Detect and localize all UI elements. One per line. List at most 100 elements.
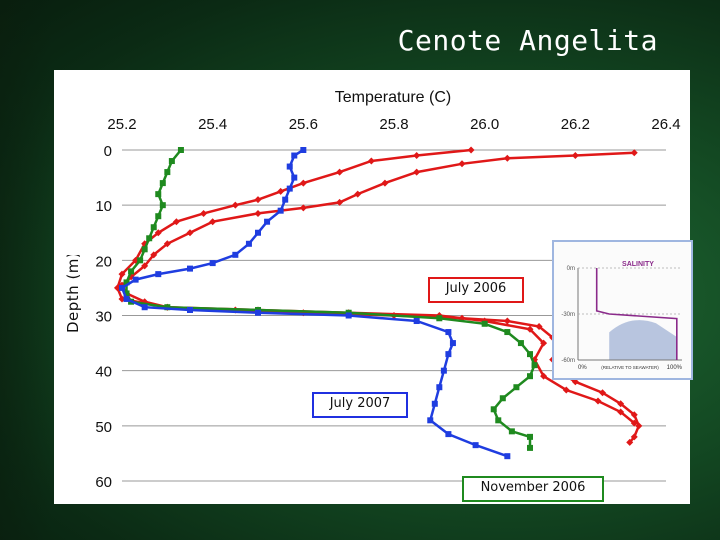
data-point [630, 419, 638, 427]
data-point [254, 209, 262, 217]
inset-x-max-label: 100% [667, 365, 683, 371]
inset-title: SALINITY [622, 261, 654, 268]
data-point [495, 417, 502, 424]
y-tick-label: 60 [95, 474, 112, 491]
data-point [164, 304, 171, 311]
data-point [467, 146, 475, 154]
data-point [413, 318, 420, 325]
data-point [187, 306, 193, 313]
inset-x-caption: (RELATIVE TO SEAWATER) [601, 365, 659, 370]
data-point [282, 196, 289, 203]
data-point [458, 160, 466, 168]
data-point [354, 190, 362, 198]
data-point [141, 304, 148, 311]
inset-depth-tick: -30m [561, 312, 575, 318]
data-point [254, 196, 262, 204]
y-tick-label: 30 [95, 309, 112, 326]
inset-depth-tick: -60m [561, 358, 575, 364]
data-point [164, 169, 171, 176]
y-tick-label: 50 [95, 419, 112, 436]
slide-left-band [0, 0, 52, 540]
x-tick-label: 25.2 [107, 116, 136, 133]
data-point [345, 312, 352, 319]
data-point [200, 209, 208, 217]
data-point [517, 340, 524, 347]
data-point [286, 163, 293, 170]
data-point [481, 320, 488, 327]
data-point [504, 329, 511, 336]
data-point [119, 284, 125, 291]
data-point [527, 373, 533, 380]
data-point [490, 406, 497, 413]
data-point [141, 246, 148, 253]
data-point [300, 147, 307, 153]
data-point [540, 372, 548, 380]
data-point [168, 158, 175, 165]
data-point [562, 386, 570, 394]
y-tick-label: 20 [95, 253, 112, 270]
data-point [436, 315, 443, 322]
data-point [155, 191, 162, 198]
data-point [535, 323, 543, 331]
data-point [123, 290, 130, 297]
y-tick-label: 0 [104, 143, 112, 160]
data-point [299, 179, 307, 187]
data-point [413, 168, 421, 176]
data-point [527, 351, 533, 358]
data-point [123, 295, 130, 302]
label-july-2006: July 2006 [428, 277, 524, 303]
data-point [172, 218, 180, 226]
data-point [232, 251, 239, 258]
data-point [630, 411, 638, 419]
data-point [245, 240, 252, 247]
data-point [154, 229, 162, 237]
data-point [255, 309, 261, 316]
data-point [626, 438, 634, 446]
data-point [413, 152, 421, 160]
data-point [449, 340, 456, 347]
x-tick-label: 26.2 [561, 116, 590, 133]
data-point [209, 260, 216, 267]
x-tick-label: 25.4 [198, 116, 227, 133]
data-point [594, 397, 602, 405]
data-point [155, 271, 162, 278]
inset-x-min-label: 0% [578, 365, 587, 371]
data-point [527, 433, 533, 440]
x-tick-label: 25.8 [379, 116, 408, 133]
data-point [367, 157, 375, 165]
salinity-inset: SALINITY 0m -30m -60m 0% 100% (RELATIVE TO SEA… [552, 240, 693, 380]
data-point [571, 152, 579, 160]
data-point [163, 240, 171, 248]
chart-title: Temperature (C) [335, 89, 451, 106]
data-point [445, 351, 452, 358]
data-point [630, 433, 638, 441]
data-point [526, 325, 534, 333]
data-point [177, 147, 184, 153]
data-point [336, 168, 344, 176]
data-point [186, 229, 194, 237]
data-point [209, 218, 217, 226]
data-point [499, 395, 506, 402]
data-point [445, 329, 452, 336]
data-point [381, 179, 389, 187]
data-point [286, 185, 293, 192]
data-point [599, 389, 607, 397]
y-tick-label: 40 [95, 364, 112, 381]
data-point [123, 279, 130, 286]
data-point [159, 180, 166, 187]
data-point [187, 265, 193, 272]
data-point [155, 213, 162, 220]
data-point [445, 431, 452, 438]
x-tick-label: 26.4 [651, 116, 680, 133]
data-point [118, 270, 126, 278]
data-point [503, 317, 511, 325]
data-point [277, 207, 284, 214]
data-point [504, 453, 511, 460]
data-point [137, 257, 144, 264]
data-point [527, 444, 533, 451]
data-point [146, 235, 153, 242]
inset-salinity-line [595, 268, 678, 360]
data-point [291, 152, 298, 159]
